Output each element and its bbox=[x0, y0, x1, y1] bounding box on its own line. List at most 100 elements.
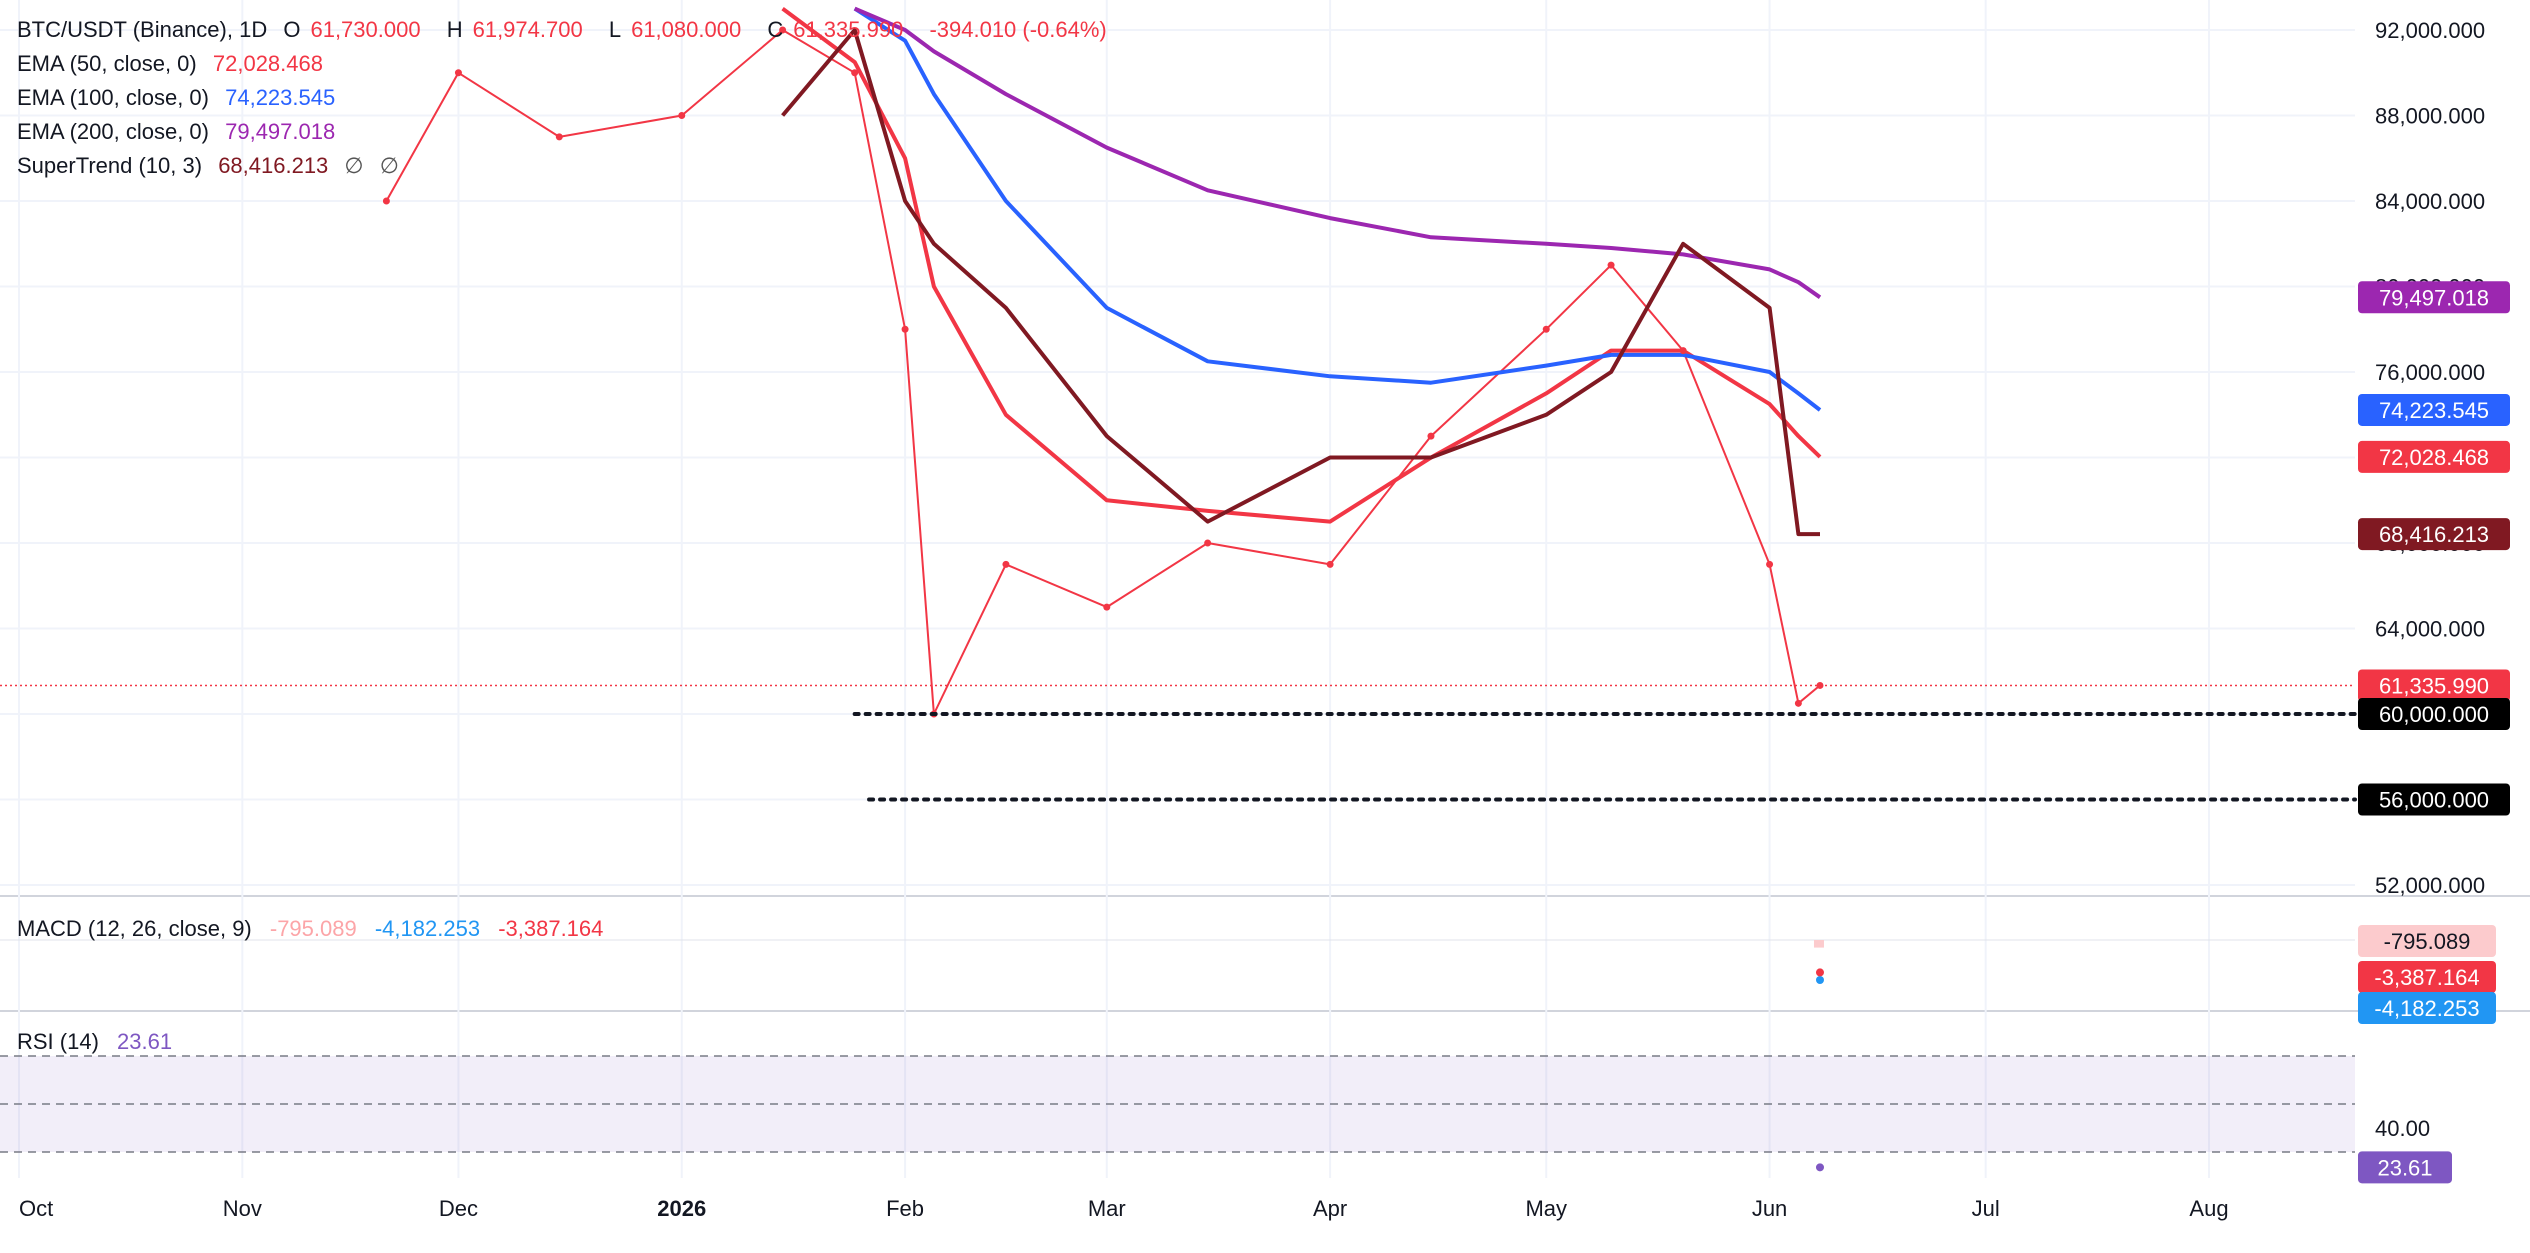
macd-signal-point bbox=[1815, 968, 1824, 977]
price-badge-text: 61,335.990 bbox=[2379, 673, 2489, 698]
time-axis-label: Mar bbox=[1088, 1196, 1126, 1221]
time-axis-label: 2026 bbox=[657, 1196, 706, 1221]
price-badge: 79,497.018 bbox=[2358, 281, 2510, 314]
macd-hist-value: -795.089 bbox=[269, 916, 357, 941]
macd-line-value: -4,182.253 bbox=[374, 916, 481, 941]
supertrend-empty-icon[interactable]: ∅ bbox=[379, 153, 399, 178]
price-point bbox=[1326, 560, 1334, 568]
price-badge: 56,000.000 bbox=[2358, 783, 2510, 816]
price-badge-bg bbox=[2358, 669, 2510, 702]
price-point bbox=[1204, 539, 1212, 547]
price-tick-label: 52,000.000 bbox=[2375, 873, 2485, 898]
price-point bbox=[779, 26, 787, 34]
price-badge-text: 60,000.000 bbox=[2379, 702, 2489, 727]
price-badge-text: 79,497.018 bbox=[2379, 285, 2489, 310]
ema100-value: 74,223.545 bbox=[225, 85, 336, 110]
price-badge-text: 56,000.000 bbox=[2379, 788, 2489, 813]
price-badge-text: 72,028.468 bbox=[2379, 445, 2489, 470]
macd-histogram-bar bbox=[1813, 940, 1824, 948]
series-line bbox=[781, 28, 1820, 537]
price-point bbox=[1794, 699, 1802, 707]
price-point bbox=[901, 325, 909, 333]
ema200-label: EMA (200, close, 0) bbox=[17, 119, 209, 144]
time-axis-label: Nov bbox=[223, 1196, 262, 1221]
price-badge: 60,000.000 bbox=[2358, 698, 2510, 730]
supertrend-empty-icon[interactable]: ∅ bbox=[344, 153, 364, 178]
macd-badge-bg bbox=[2358, 961, 2496, 993]
price-point bbox=[1607, 261, 1615, 269]
ohlc-low: L 61,080.000 bbox=[608, 17, 742, 42]
macd-label: MACD (12, 26, close, 9) bbox=[17, 916, 252, 941]
macd-badge-text: -3,387.164 bbox=[2374, 965, 2479, 990]
rsi-point bbox=[1815, 1163, 1824, 1172]
price-point bbox=[1766, 560, 1774, 568]
supertrend-label: SuperTrend (10, 3) bbox=[17, 153, 203, 178]
price-badge-bg bbox=[2358, 783, 2510, 816]
time-axis-label: Jul bbox=[1972, 1196, 2000, 1221]
price-tick-label: 84,000.000 bbox=[2375, 189, 2485, 214]
time-axis-label: Jun bbox=[1752, 1196, 1787, 1221]
symbol-label[interactable]: BTC/USDT (Binance), 1D bbox=[17, 17, 268, 42]
macd-badge: -795.089 bbox=[2358, 925, 2496, 957]
ema50-label: EMA (50, close, 0) bbox=[17, 51, 197, 76]
rsi-value: 23.61 bbox=[117, 1029, 173, 1054]
price-badge-bg bbox=[2358, 440, 2510, 473]
macd-badge-bg bbox=[2358, 925, 2496, 957]
macd-legend[interactable]: MACD (12, 26, close, 9) -795.089 -4,182.… bbox=[17, 916, 615, 942]
time-axis-label: Apr bbox=[1313, 1196, 1347, 1221]
price-badge-text: 74,223.545 bbox=[2379, 398, 2489, 423]
ema50-value: 72,028.468 bbox=[212, 51, 323, 76]
price-badge-bg bbox=[2358, 393, 2510, 426]
price-tick-label: 64,000.000 bbox=[2375, 617, 2485, 642]
rsi-label: RSI (14) bbox=[17, 1029, 99, 1054]
ohlc-open: O 61,730.000 bbox=[283, 17, 421, 42]
ema200-value: 79,497.018 bbox=[225, 119, 336, 144]
supertrend-legend[interactable]: SuperTrend (10, 3) 68,416.213 ∅ ∅ bbox=[17, 154, 1117, 178]
ema200-legend[interactable]: EMA (200, close, 0) 79,497.018 bbox=[17, 120, 1117, 144]
ema100-legend[interactable]: EMA (100, close, 0) 74,223.545 bbox=[17, 86, 1117, 110]
price-badge: 74,223.545 bbox=[2358, 393, 2510, 426]
rsi-tick-label: 40.00 bbox=[2375, 1116, 2430, 1141]
macd-badge-text: -4,182.253 bbox=[2374, 996, 2479, 1021]
price-tick-label: 76,000.000 bbox=[2375, 360, 2485, 385]
time-axis-label: Aug bbox=[2189, 1196, 2228, 1221]
ema50-legend[interactable]: EMA (50, close, 0) 72,028.468 bbox=[17, 52, 1117, 76]
ema100-label: EMA (100, close, 0) bbox=[17, 85, 209, 110]
macd-badge: -4,182.253 bbox=[2358, 992, 2496, 1024]
price-badge-text: 68,416.213 bbox=[2379, 522, 2489, 547]
symbol-line[interactable]: BTC/USDT (Binance), 1D O 61,730.000 H 61,9… bbox=[17, 18, 1117, 42]
price-badge: 72,028.468 bbox=[2358, 440, 2510, 473]
price-point bbox=[1816, 681, 1824, 689]
price-badge: 61,335.990 bbox=[2358, 669, 2510, 702]
rsi-badge-bg bbox=[2358, 1151, 2452, 1184]
price-point bbox=[678, 112, 686, 119]
price-tick-label: 88,000.000 bbox=[2375, 104, 2485, 129]
main-legend: BTC/USDT (Binance), 1D O 61,730.000 H 61,9… bbox=[17, 18, 1117, 178]
time-axis-label: Dec bbox=[439, 1196, 478, 1221]
macd-signal-value: -3,387.164 bbox=[498, 916, 604, 941]
rsi-legend[interactable]: RSI (14) 23.61 bbox=[17, 1029, 184, 1055]
price-point bbox=[1679, 347, 1687, 355]
price-point bbox=[1427, 432, 1435, 440]
price-point bbox=[851, 69, 859, 77]
series-line bbox=[781, 6, 1822, 524]
macd-badge-text: -795.089 bbox=[2384, 929, 2471, 954]
price-badge-bg bbox=[2358, 698, 2510, 730]
ohlc-change: -394.010 (-0.64%) bbox=[929, 17, 1107, 42]
macd-line-point bbox=[1815, 976, 1824, 984]
time-axis-label: Feb bbox=[886, 1196, 924, 1221]
ohlc-high: H 61,974.700 bbox=[446, 17, 583, 42]
price-point bbox=[454, 69, 462, 77]
price-badge-bg bbox=[2358, 281, 2510, 314]
price-badge-bg bbox=[2358, 518, 2510, 551]
rsi-badge-text: 23.61 bbox=[2377, 1155, 2432, 1180]
macd-badge: -3,387.164 bbox=[2358, 961, 2496, 993]
price-point bbox=[1542, 325, 1550, 333]
price-badge: 68,416.213 bbox=[2358, 518, 2510, 551]
price-tick-label: 92,000.000 bbox=[2375, 18, 2485, 43]
price-point bbox=[1103, 603, 1111, 611]
price-point bbox=[382, 197, 390, 205]
macd-badge-bg bbox=[2358, 992, 2496, 1024]
